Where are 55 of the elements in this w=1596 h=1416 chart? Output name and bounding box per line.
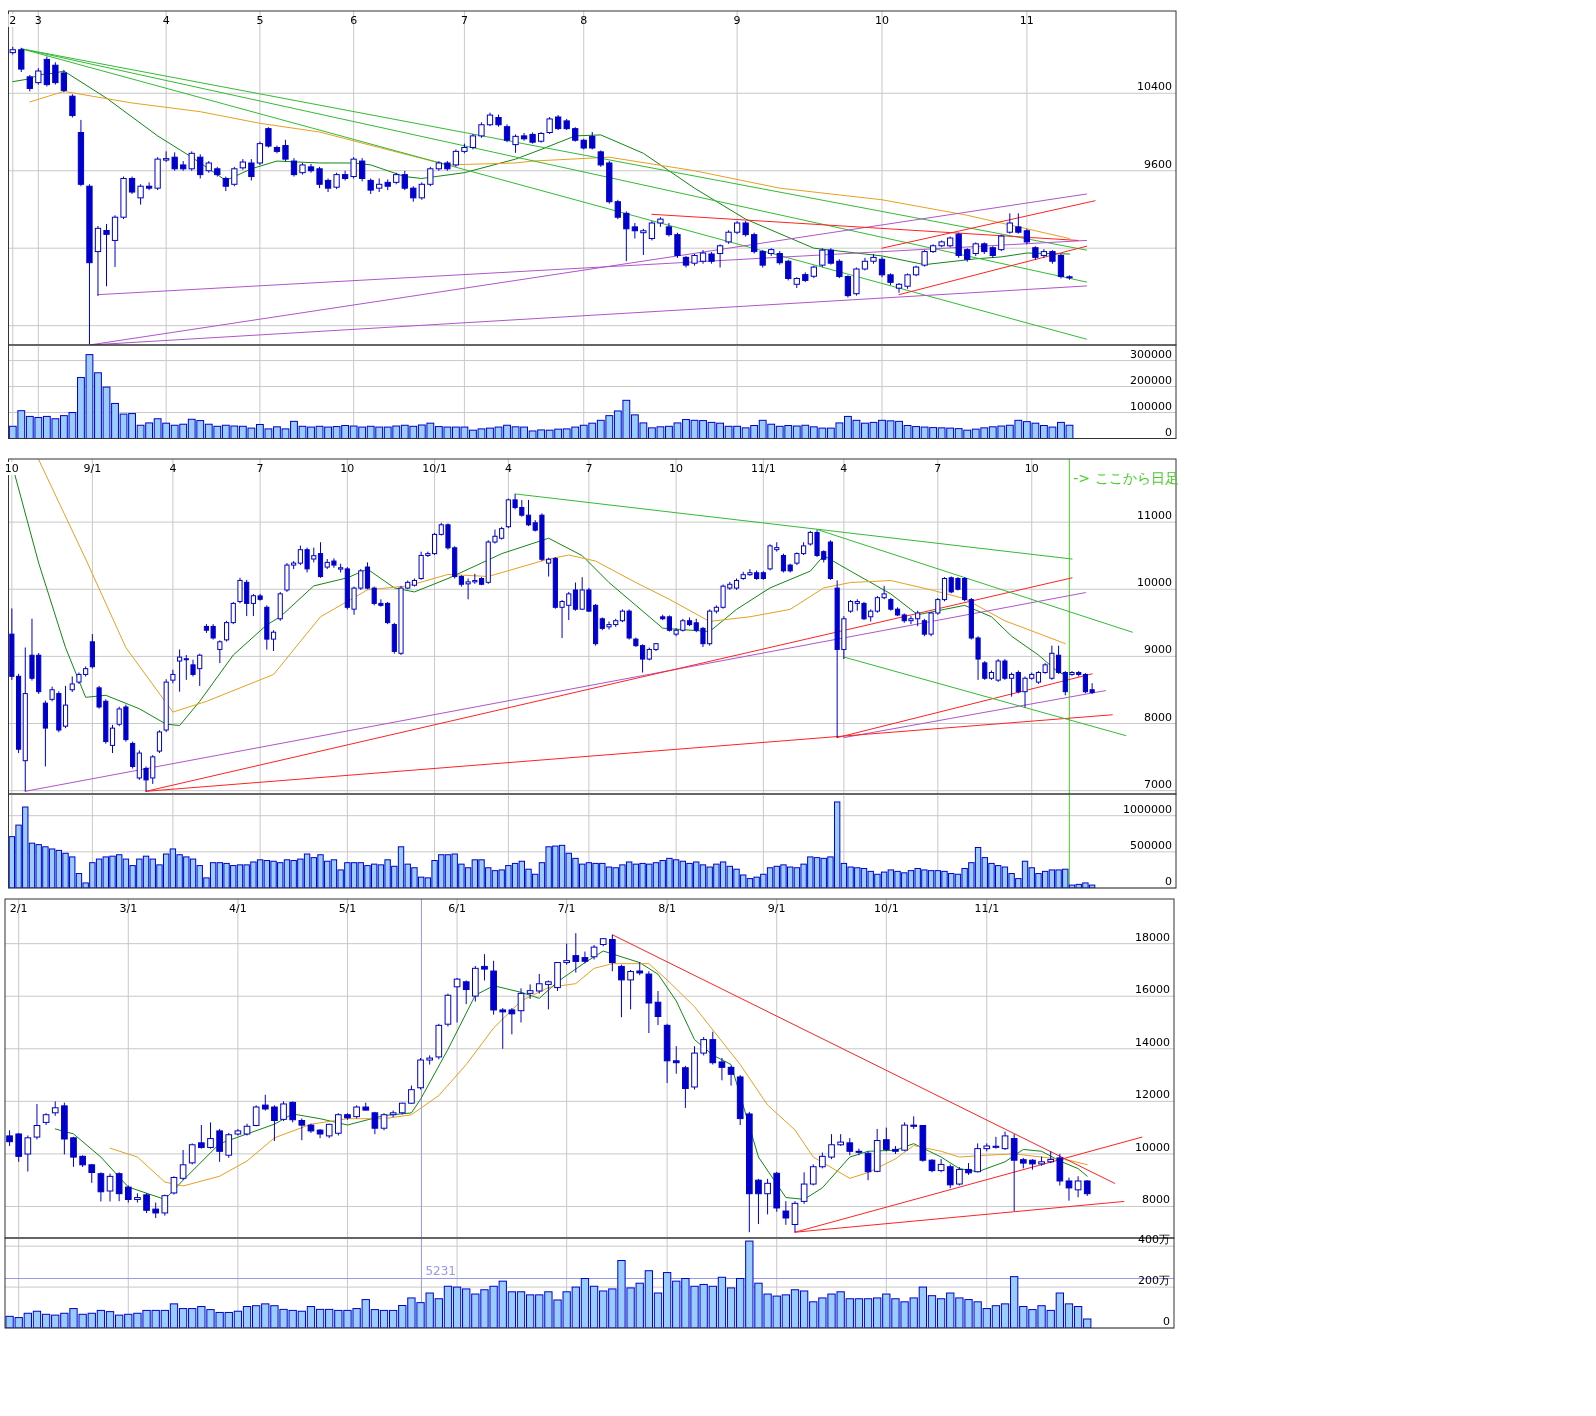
- y-tick-label: 18000: [1135, 930, 1170, 944]
- x-tick-label: 5/1: [338, 902, 357, 915]
- x-tick-label: 7: [256, 462, 264, 475]
- x-tick-label: 10: [1024, 462, 1039, 475]
- x-tick-label: 4: [162, 14, 170, 27]
- x-tick-label: 4: [840, 462, 848, 475]
- y-tick-label: 14000: [1135, 1035, 1170, 1049]
- y-tick-label: 9000: [1144, 643, 1172, 657]
- y-tick-label: 12000: [1135, 1088, 1170, 1102]
- x-tick-label: 3/1: [119, 902, 138, 915]
- x-tick-label: 10/1: [873, 902, 899, 915]
- x-tick-label: 11/1: [751, 462, 776, 475]
- y-tick-label: 10000: [1137, 576, 1172, 590]
- x-tick-label: 8: [580, 14, 588, 27]
- x-tick-label: 6/1: [448, 902, 466, 915]
- x-tick-label: 7/1: [557, 902, 576, 915]
- y-tick-label: 10400: [1137, 80, 1172, 94]
- y-tick-label: 10000: [1135, 1140, 1170, 1154]
- x-tick-label: 10: [874, 14, 889, 27]
- x-tick-label: 4: [504, 462, 512, 475]
- x-tick-label: 8/1: [658, 902, 676, 915]
- annotation: -> ここから日足: [1073, 470, 1179, 486]
- y-tick-label: 0: [1163, 1315, 1170, 1328]
- x-tick-label: 6: [350, 14, 358, 27]
- y-tick-label: 0: [1165, 425, 1172, 439]
- y-tick-label: 200万: [1138, 1274, 1170, 1288]
- y-tick-label: 1000000: [1123, 802, 1172, 816]
- y-tick-label: 7000: [1144, 777, 1172, 791]
- x-tick-label: 7: [934, 462, 942, 475]
- annotation: 5231: [425, 1263, 456, 1278]
- x-tick-label: 10: [669, 462, 684, 475]
- x-tick-label: 10/1: [422, 462, 447, 475]
- y-tick-label: 8000: [1142, 1193, 1170, 1207]
- x-tick-label: 9: [733, 14, 741, 27]
- x-tick-label: 4/1: [229, 902, 247, 915]
- y-tick-label: 9600: [1144, 157, 1172, 171]
- y-tick-label: 11000: [1137, 509, 1172, 523]
- x-tick-label: 9/1: [767, 902, 786, 915]
- x-tick-label: 10: [340, 462, 355, 475]
- x-tick-label: 11: [1019, 14, 1034, 27]
- y-tick-label: 300000: [1130, 347, 1172, 361]
- y-tick-label: 100000: [1130, 399, 1172, 413]
- x-tick-label: 2/1: [9, 902, 28, 915]
- x-tick-label: 3: [34, 14, 42, 27]
- x-tick-label: 5: [256, 14, 264, 27]
- y-tick-label: 200000: [1130, 373, 1172, 387]
- y-tick-label: 0: [1165, 875, 1172, 888]
- x-tick-label: 7: [585, 462, 593, 475]
- x-tick-label: 7: [460, 14, 468, 27]
- y-tick-label: 16000: [1135, 983, 1170, 997]
- y-tick-label: 500000: [1130, 838, 1172, 852]
- x-tick-label: 9/1: [83, 462, 102, 475]
- x-tick-label: 4: [169, 462, 177, 475]
- x-tick-label: 11/1: [974, 902, 1000, 915]
- y-tick-label: 8000: [1144, 710, 1172, 724]
